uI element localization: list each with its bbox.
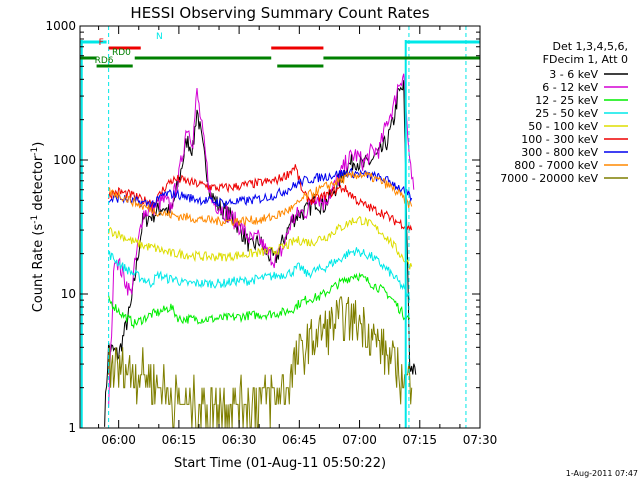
y-tick-label: 1 (68, 421, 76, 435)
legend-entry-label: 300 - 800 keV (521, 146, 598, 159)
state-bar-label: F (99, 38, 104, 48)
y-label-part: detector (31, 155, 46, 215)
series-line (108, 167, 413, 210)
legend-entry-label: 6 - 12 keV (542, 81, 598, 94)
x-tick-label: 06:45 (282, 433, 317, 447)
series-line (108, 296, 413, 429)
series-line (108, 216, 413, 270)
x-tick-label: 06:30 (222, 433, 257, 447)
x-tick-label: 07:15 (402, 433, 437, 447)
y-axis-label-group: Count Rate (s-1 detector-1) (30, 142, 46, 313)
legend-entry-label: 100 - 300 keV (521, 133, 598, 146)
chart-title: HESSI Observing Summary Count Rates (130, 4, 429, 22)
legend-entry-label: 7000 - 20000 keV (500, 172, 598, 185)
series-line (108, 73, 415, 408)
y-tick-label: 100 (53, 153, 76, 167)
state-bar-label: N (156, 32, 163, 42)
series-line (108, 272, 411, 330)
legend-header: FDecim 1, Att 0 (543, 53, 628, 66)
timestamp: 1-Aug-2011 07:47 (566, 469, 638, 478)
legend-entry-label: 25 - 50 keV (535, 107, 598, 120)
axes-layer: 06:00 06:15 06:30 06:45 07:00 07:15 07:30 1 10 10… (45, 19, 497, 447)
x-tick-label: 07:30 (463, 433, 498, 447)
legend: Det 1,3,4,5,6,FDecim 1, Att 0 3 - 6 keV6 … (500, 40, 628, 185)
state-bar-label: RD0 (112, 48, 131, 58)
x-axis-label: Start Time (01-Aug-11 05:50:22) (174, 456, 386, 471)
legend-entry-label: 50 - 100 keV (528, 120, 598, 133)
plot-frame (79, 25, 481, 429)
legend-header: Det 1,3,4,5,6, (552, 40, 628, 53)
y-axis-label: Count Rate (s-1 detector-1) (30, 142, 46, 313)
series-line (108, 164, 413, 231)
x-tick-label: 06:00 (101, 433, 136, 447)
legend-entry-label: 3 - 6 keV (549, 68, 598, 81)
series-line (108, 247, 411, 301)
y-label-sup: -1 (30, 147, 40, 156)
state-bar-label: RD6 (95, 56, 114, 66)
legend-entry-label: 800 - 7000 keV (514, 159, 598, 172)
legend-entry-label: 12 - 25 keV (535, 94, 598, 107)
y-tick-label: 10 (61, 287, 76, 301)
y-label-sup: -1 (30, 215, 40, 224)
y-label-part: ) (31, 142, 46, 147)
x-tick-label: 07:00 (342, 433, 377, 447)
y-label-part: Count Rate (s (31, 224, 46, 313)
y-tick-label: 1000 (45, 19, 76, 33)
series-line (108, 171, 413, 227)
x-tick-label: 06:15 (162, 433, 197, 447)
